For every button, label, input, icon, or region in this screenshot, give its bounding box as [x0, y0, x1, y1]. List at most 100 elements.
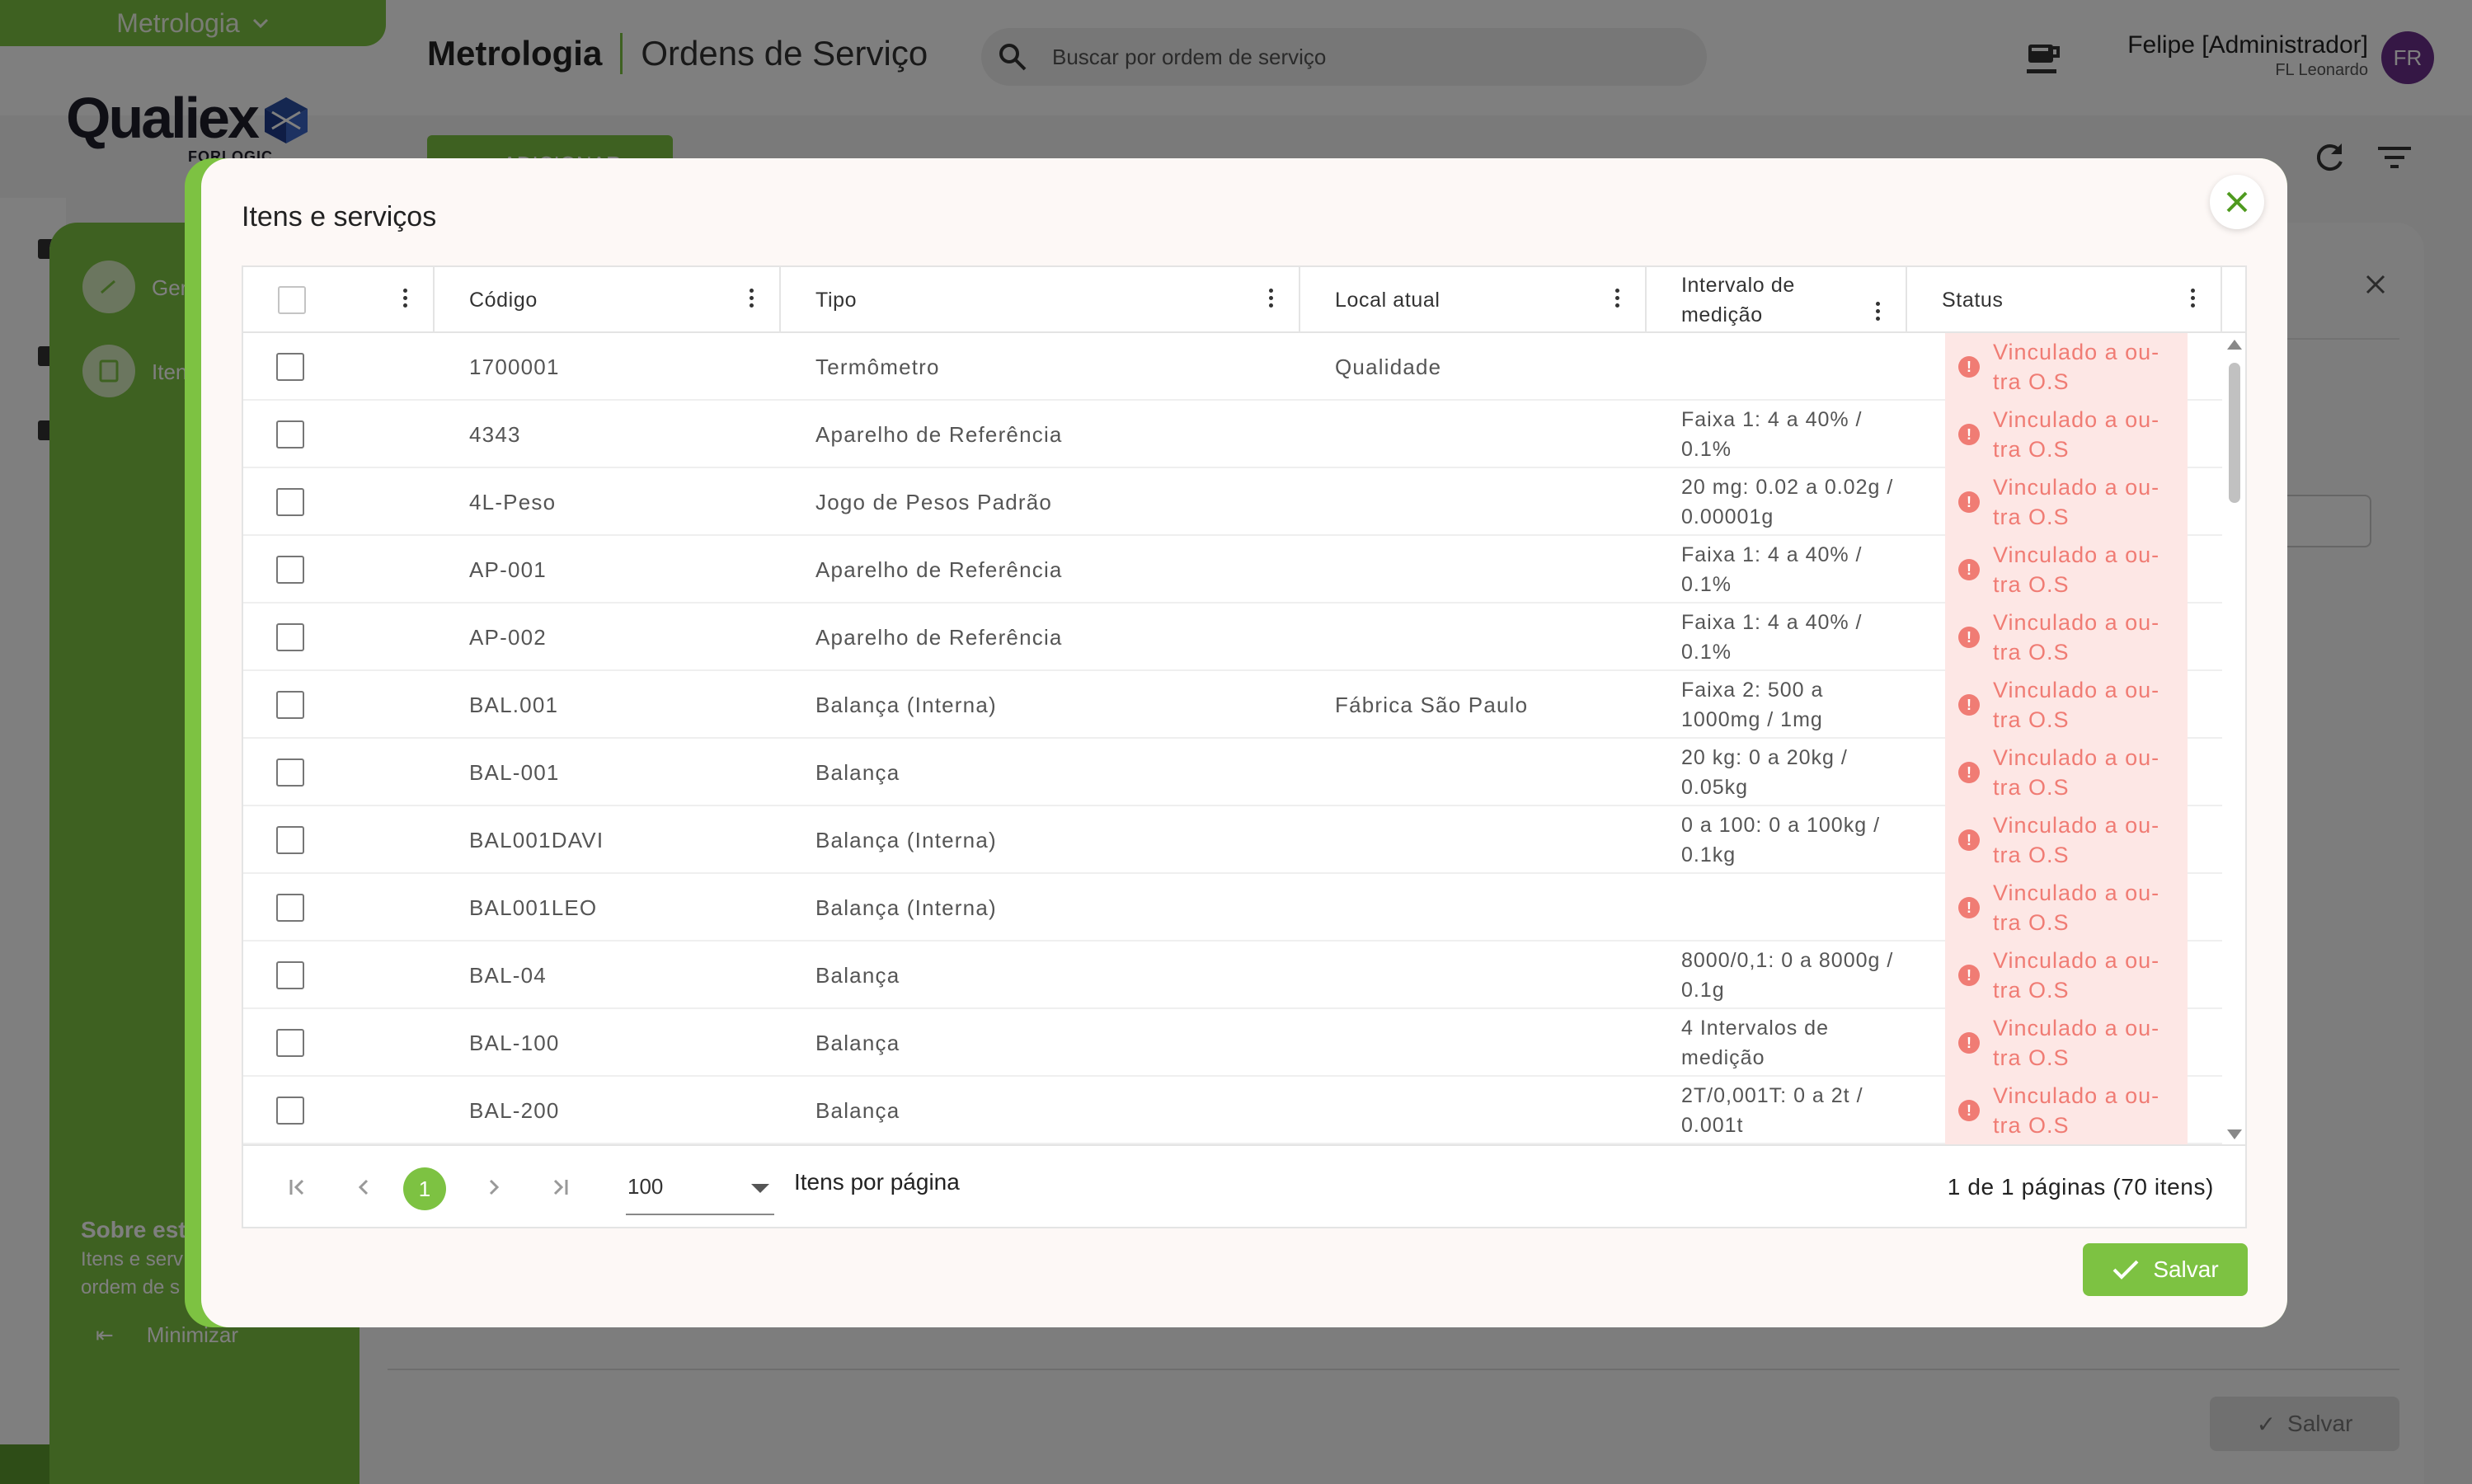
status-badge: ! Vinculado a ou-tra O.S: [1945, 401, 2188, 468]
cell-code: BAL-100: [469, 1030, 560, 1055]
scroll-up-arrow-icon[interactable]: [2227, 340, 2242, 350]
table-row[interactable]: 1700001 Termômetro Qualidade! Vinculado a o…: [243, 333, 2222, 401]
cell-type: Aparelho de Referência: [815, 556, 1063, 582]
table-row[interactable]: BAL-100 Balança 4 Intervalos de medição ! Vi…: [243, 1009, 2222, 1077]
vertical-scrollbar[interactable]: [2222, 333, 2245, 1144]
column-menu-icon[interactable]: [403, 289, 408, 311]
grid-body: 1700001 Termômetro Qualidade! Vinculado a o…: [243, 333, 2245, 1144]
header-location[interactable]: Local atual: [1300, 267, 1647, 333]
cell-interval: 20 mg: 0.02 a 0.02g / 0.00001g: [1681, 476, 1894, 528]
status-text: Vinculado a ou-tra O.S: [1993, 407, 2160, 462]
page-info: 1 de 1 páginas (70 itens): [1947, 1174, 2214, 1200]
row-checkbox[interactable]: [276, 961, 304, 989]
table-row[interactable]: AP-002 Aparelho de Referência Faixa 1: 4 a…: [243, 603, 2222, 671]
scrollbar-thumb[interactable]: [2229, 363, 2240, 503]
dropdown-arrow-icon: [751, 1184, 769, 1193]
table-row[interactable]: BAL-04 Balança 8000/0,1: 0 a 8000g / 0.1g!…: [243, 942, 2222, 1009]
cell-type: Termômetro: [815, 354, 940, 379]
column-menu-icon[interactable]: [1615, 289, 1620, 311]
cell-type: Balança (Interna): [815, 895, 997, 920]
column-menu-icon[interactable]: [1269, 289, 1274, 311]
row-checkbox[interactable]: [276, 691, 304, 719]
column-menu-icon[interactable]: [750, 289, 754, 311]
row-checkbox[interactable]: [276, 556, 304, 584]
last-page-icon: [553, 1179, 568, 1195]
table-row[interactable]: BAL-001 Balança 20 kg: 0 a 20kg / 0.05kg! V…: [243, 739, 2222, 806]
cell-interval: 20 kg: 0 a 20kg / 0.05kg: [1681, 746, 1848, 799]
row-checkbox[interactable]: [276, 353, 304, 381]
cell-interval: 4 Intervalos de medição: [1681, 1017, 1829, 1069]
cell-location: [1335, 874, 1632, 942]
header-code[interactable]: Código: [435, 267, 781, 333]
row-checkbox[interactable]: [276, 758, 304, 787]
close-button[interactable]: [2210, 175, 2264, 229]
cell-location: [1335, 739, 1632, 806]
alert-icon: !: [1958, 829, 1980, 851]
header-status[interactable]: Status: [1907, 267, 2222, 333]
cell-type: Balança: [815, 962, 900, 988]
table-row[interactable]: 4343 Aparelho de Referência Faixa 1: 4 a 4…: [243, 401, 2222, 468]
first-page-button[interactable]: [281, 1171, 314, 1204]
alert-icon: !: [1958, 1032, 1980, 1054]
row-checkbox[interactable]: [276, 623, 304, 651]
cell-code: AP-002: [469, 624, 547, 650]
status-badge: ! Vinculado a ou-tra O.S: [1945, 468, 2188, 536]
status-badge: ! Vinculado a ou-tra O.S: [1945, 1009, 2188, 1077]
table-row[interactable]: BAL-200 Balança 2T/0,001T: 0 a 2t / 0.001t…: [243, 1077, 2222, 1144]
table-row[interactable]: BAL001DAVI Balança (Interna) 0 a 100: 0 a …: [243, 806, 2222, 874]
cell-type: Balança (Interna): [815, 827, 997, 852]
status-text: Vinculado a ou-tra O.S: [1993, 881, 2160, 935]
cell-type: Aparelho de Referência: [815, 421, 1063, 447]
chevron-right-icon: [489, 1179, 500, 1195]
table-row[interactable]: BAL.001 Balança (Interna) Fábrica São Paul…: [243, 671, 2222, 739]
header-interval[interactable]: Intervalo de medição: [1647, 267, 1907, 333]
table-row[interactable]: BAL001LEO Balança (Interna)! Vinculado a o…: [243, 874, 2222, 942]
scroll-down-arrow-icon[interactable]: [2227, 1129, 2242, 1139]
grid-header: Código Tipo Local atual Intervalo de med…: [243, 267, 2245, 333]
alert-icon: !: [1958, 559, 1980, 580]
save-button[interactable]: Salvar: [2083, 1243, 2248, 1296]
status-badge: ! Vinculado a ou-tra O.S: [1945, 1077, 2188, 1144]
check-icon: [2112, 1260, 2139, 1280]
cell-code: AP-001: [469, 556, 547, 582]
cell-interval: 0 a 100: 0 a 100kg / 0.1kg: [1681, 814, 1881, 866]
table-row[interactable]: 4L-Peso Jogo de Pesos Padrão 20 mg: 0.02 a…: [243, 468, 2222, 536]
status-badge: ! Vinculado a ou-tra O.S: [1945, 806, 2188, 874]
column-menu-icon[interactable]: [2191, 289, 2196, 311]
page-number-button[interactable]: 1: [403, 1167, 446, 1210]
alert-icon: !: [1958, 356, 1980, 378]
cell-code: 4L-Peso: [469, 489, 557, 514]
row-checkbox[interactable]: [276, 1029, 304, 1057]
status-badge: ! Vinculado a ou-tra O.S: [1945, 333, 2188, 401]
last-page-button[interactable]: [543, 1171, 576, 1204]
page-size-select[interactable]: 100: [626, 1159, 774, 1215]
previous-page-button[interactable]: [347, 1171, 380, 1204]
header-type[interactable]: Tipo: [781, 267, 1300, 333]
close-icon: [2226, 191, 2248, 213]
cell-location: [1335, 806, 1632, 874]
cell-location: [1335, 1077, 1632, 1144]
status-text: Vinculado a ou-tra O.S: [1993, 340, 2160, 394]
status-badge: ! Vinculado a ou-tra O.S: [1945, 603, 2188, 671]
status-badge: ! Vinculado a ou-tra O.S: [1945, 874, 2188, 942]
cell-location: [1335, 1009, 1632, 1077]
row-checkbox[interactable]: [276, 894, 304, 922]
row-checkbox[interactable]: [276, 826, 304, 854]
row-checkbox[interactable]: [276, 488, 304, 516]
cell-code: BAL001DAVI: [469, 827, 604, 852]
alert-icon: !: [1958, 424, 1980, 445]
alert-icon: !: [1958, 627, 1980, 648]
next-page-button[interactable]: [477, 1171, 510, 1204]
column-menu-icon[interactable]: [1876, 302, 1881, 324]
row-checkbox[interactable]: [276, 420, 304, 448]
cell-location: [1335, 536, 1632, 603]
cell-interval: 2T/0,001T: 0 a 2t / 0.001t: [1681, 1084, 1863, 1137]
cell-type: Balança: [815, 1030, 900, 1055]
table-row[interactable]: AP-001 Aparelho de Referência Faixa 1: 4 a…: [243, 536, 2222, 603]
cell-interval: 8000/0,1: 0 a 8000g / 0.1g: [1681, 949, 1894, 1002]
cell-type: Balança: [815, 759, 900, 785]
status-text: Vinculado a ou-tra O.S: [1993, 610, 2160, 665]
select-all-checkbox[interactable]: [278, 286, 306, 314]
pagination: 1 100 Itens por página 1 de 1 páginas (7…: [243, 1144, 2245, 1227]
row-checkbox[interactable]: [276, 1097, 304, 1125]
